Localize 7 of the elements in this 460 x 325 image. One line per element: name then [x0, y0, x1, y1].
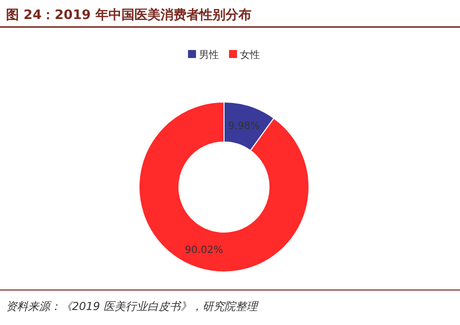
text: 资料来源：《2019 医美行业白皮书》，研究院整理: [6, 300, 260, 313]
chart-title: 图 24：2019 年中国医美消费者性别分布: [6, 7, 252, 23]
data-label: 9.98%: [228, 121, 260, 132]
data-label: 90.02%: [184, 244, 224, 256]
legend-label: 男性: [199, 49, 219, 61]
legend-label: 女性: [240, 49, 260, 61]
donut-slice: [138, 102, 310, 272]
